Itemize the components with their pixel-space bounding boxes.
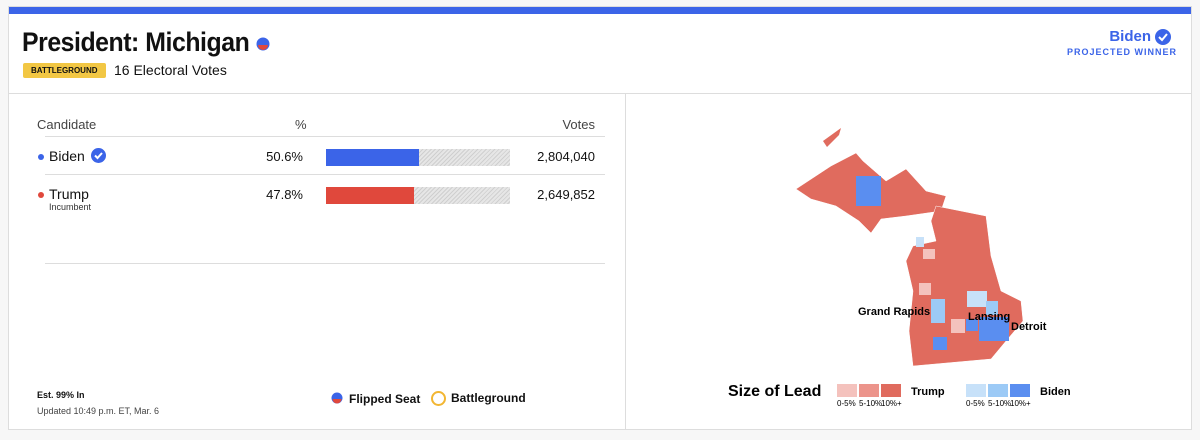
city-label: Lansing xyxy=(968,311,1010,323)
pct-track xyxy=(326,149,510,166)
badge: BATTLEGROUND xyxy=(23,63,106,78)
pct-bar xyxy=(326,149,420,166)
row-line xyxy=(45,136,605,137)
pct-label: 47.8% xyxy=(266,187,303,202)
lead-swatch xyxy=(837,384,857,397)
column-header: Candidate xyxy=(37,117,97,132)
winner-status: PROJECTED WINNER xyxy=(1066,47,1177,57)
column-header: % xyxy=(295,117,307,132)
flipped-icon xyxy=(331,392,343,404)
votes: 2,649,852 xyxy=(537,187,595,202)
lead-swatch xyxy=(966,384,986,397)
result-card: President: Michigan BATTLEGROUND 16 Elec… xyxy=(8,6,1192,430)
check-icon xyxy=(91,148,106,163)
lead-bin-label: 0-5% xyxy=(966,399,985,408)
column-header: Votes xyxy=(562,117,595,132)
lead-group-label: Trump xyxy=(911,386,945,398)
candidate-name: Biden xyxy=(49,148,85,164)
lead-swatch xyxy=(1010,384,1030,397)
candidate-dot xyxy=(38,192,44,198)
legend-flipped: Flipped Seat xyxy=(349,392,421,406)
pct-bar xyxy=(326,187,414,204)
divider xyxy=(9,93,1191,94)
check-mark xyxy=(94,152,103,160)
title: President: Michigan xyxy=(22,27,250,57)
updated: Updated 10:49 p.m. ET, Mar. 6 xyxy=(37,406,160,416)
candidate-note: Incumbent xyxy=(49,202,92,212)
lead-swatch xyxy=(859,384,879,397)
battleground-icon xyxy=(431,391,446,406)
lead-legend-title: Size of Lead xyxy=(728,383,821,400)
winner: Biden xyxy=(1109,28,1151,45)
lead-bin-label: 5-10% xyxy=(988,399,1011,408)
winner-check xyxy=(1155,29,1171,45)
lead-swatch xyxy=(881,384,901,397)
lead-bin-label: 0-5% xyxy=(837,399,856,408)
city-label: Grand Rapids xyxy=(858,306,930,318)
row-line xyxy=(45,174,605,175)
county-map: Grand Rapids Lansing Detroit Size of Lea… xyxy=(728,128,1071,408)
pct-track xyxy=(326,187,510,204)
lead-swatch xyxy=(988,384,1008,397)
lead-group-label: Biden xyxy=(1040,386,1071,398)
electoral-votes: 16 Electoral Votes xyxy=(114,62,227,78)
lead-bin-label: 10%+ xyxy=(881,399,902,408)
row-line xyxy=(45,263,605,264)
city-label: Detroit xyxy=(1011,321,1047,333)
flipped-icon xyxy=(255,36,271,52)
estimate: Est. 99% In xyxy=(37,390,85,400)
lead-bin-label: 10%+ xyxy=(1010,399,1031,408)
candidate-name: Trump xyxy=(49,186,89,202)
votes: 2,804,040 xyxy=(537,149,595,164)
lead-bin-label: 5-10% xyxy=(859,399,882,408)
pct-label: 50.6% xyxy=(266,149,303,164)
legend-battleground: Battleground xyxy=(451,391,526,405)
candidate-dot xyxy=(38,154,44,160)
divider xyxy=(625,94,626,430)
top-bar xyxy=(9,7,1191,14)
